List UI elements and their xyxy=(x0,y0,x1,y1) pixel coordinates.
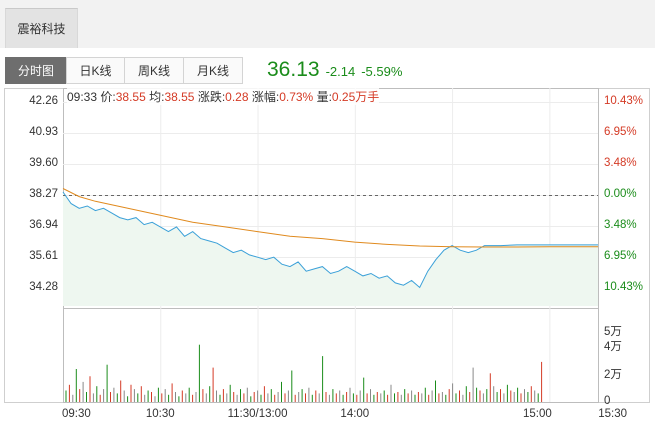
average-price-line xyxy=(62,188,598,248)
pct-axis-tick: 3.48% xyxy=(604,157,637,169)
info-pct-label: 涨幅: xyxy=(251,90,280,104)
tab-weekly-k[interactable]: 周K线 xyxy=(124,57,184,84)
info-vol-label: 量: xyxy=(316,90,332,104)
current-price: 36.13 xyxy=(267,58,320,81)
info-change: 0.28 xyxy=(225,90,249,104)
time-axis-tick: 14:00 xyxy=(340,408,370,420)
info-time: 09:33 xyxy=(67,90,98,104)
price-change: -2.14 xyxy=(325,64,356,79)
pct-axis-tick: 10.43% xyxy=(604,281,644,293)
tab-monthly-k[interactable]: 月K线 xyxy=(183,57,243,84)
pct-axis-tick: 6.95% xyxy=(604,126,637,138)
time-axis-tick: 15:30 xyxy=(598,408,627,420)
pct-axis-tick: 3.48% xyxy=(604,219,637,231)
pct-axis-tick: 0.00% xyxy=(604,188,637,200)
pct-axis-tick: 10.43% xyxy=(604,95,644,107)
quote-summary: 36.13 -2.14 -5.59% xyxy=(267,58,402,82)
price-axis-tick: 39.60 xyxy=(29,157,58,169)
price-axis-tick: 40.93 xyxy=(29,126,58,138)
price-axis-tick: 36.94 xyxy=(29,219,58,231)
info-pct: 0.73% xyxy=(279,90,314,104)
info-avg: 38.55 xyxy=(164,90,195,104)
info-change-label: 涨跌: xyxy=(197,90,226,104)
price-axis-tick: 38.27 xyxy=(29,188,58,200)
chart-type-tabs: 分时图 日K线 周K线 月K线 xyxy=(5,57,243,84)
time-axis-tick: 15:00 xyxy=(522,408,552,420)
time-axis-tick: 11:30/13:00 xyxy=(227,408,288,420)
info-vol: 0.25万手 xyxy=(331,90,380,104)
info-avg-label: 均: xyxy=(149,90,165,104)
stock-name-tab[interactable]: 震裕科技 xyxy=(5,8,78,48)
price-change-pct: -5.59% xyxy=(361,64,403,79)
tab-intraday[interactable]: 分时图 xyxy=(5,57,67,84)
price-axis-tick: 35.61 xyxy=(29,250,58,262)
pct-axis-tick: 6.95% xyxy=(604,250,637,262)
price-area-fill xyxy=(63,192,598,306)
volume-axis-tick: 5万 xyxy=(604,326,622,339)
volume-axis-tick: 2万 xyxy=(604,369,622,382)
intraday-chart[interactable] xyxy=(0,84,655,430)
price-axis-tick: 42.26 xyxy=(29,95,58,107)
header-bar: 震裕科技 xyxy=(0,0,655,48)
crosshair-info-bar: 09:33 价:38.55 均:38.55 涨跌:0.28 涨幅:0.73% 量… xyxy=(67,88,380,105)
volume-axis-tick: 4万 xyxy=(604,340,622,353)
volume-axis-tick: 0 xyxy=(604,395,611,407)
time-axis-tick: 10:30 xyxy=(145,408,175,420)
price-line xyxy=(62,191,598,289)
info-price: 38.55 xyxy=(115,90,146,104)
tab-daily-k[interactable]: 日K线 xyxy=(66,57,125,84)
chart-canvas xyxy=(4,88,650,403)
info-price-label: 价: xyxy=(100,90,116,104)
price-axis-tick: 34.28 xyxy=(29,281,58,293)
time-axis-tick: 09:30 xyxy=(62,408,91,420)
